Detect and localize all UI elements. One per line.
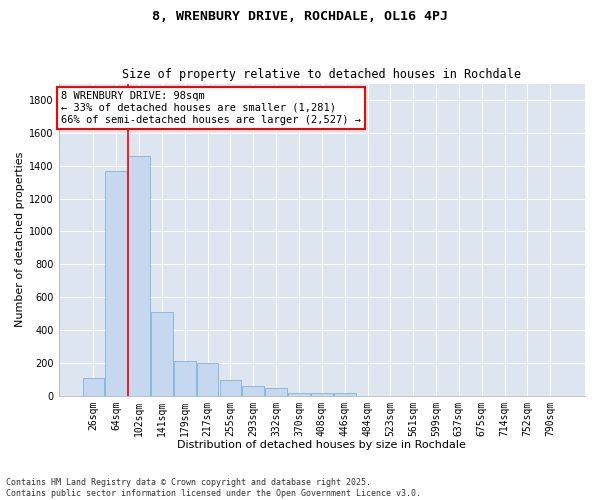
Bar [220, 380, 241, 396]
Text: Contains HM Land Registry data © Crown copyright and database right 2025.
Contai: Contains HM Land Registry data © Crown c… [6, 478, 421, 498]
Bar [311, 394, 332, 396]
Bar [334, 394, 356, 396]
Bar [174, 361, 196, 396]
Y-axis label: Number of detached properties: Number of detached properties [15, 152, 25, 328]
Text: 8 WRENBURY DRIVE: 98sqm
← 33% of detached houses are smaller (1,281)
66% of semi: 8 WRENBURY DRIVE: 98sqm ← 33% of detache… [61, 92, 361, 124]
Bar [197, 363, 218, 396]
Title: Size of property relative to detached houses in Rochdale: Size of property relative to detached ho… [122, 68, 521, 81]
Text: 8, WRENBURY DRIVE, ROCHDALE, OL16 4PJ: 8, WRENBURY DRIVE, ROCHDALE, OL16 4PJ [152, 10, 448, 23]
Bar [106, 170, 127, 396]
Bar [128, 156, 150, 396]
X-axis label: Distribution of detached houses by size in Rochdale: Distribution of detached houses by size … [178, 440, 466, 450]
Bar [265, 388, 287, 396]
Bar [151, 312, 173, 396]
Bar [242, 386, 264, 396]
Bar [288, 394, 310, 396]
Bar [83, 378, 104, 396]
